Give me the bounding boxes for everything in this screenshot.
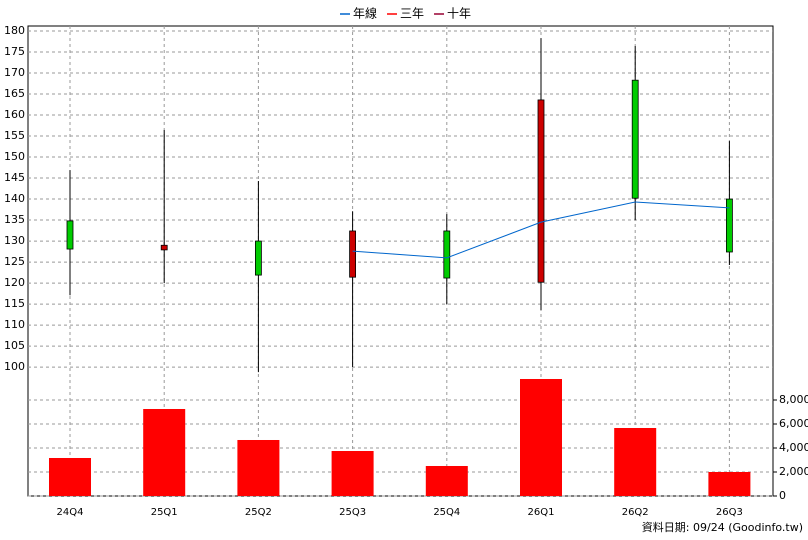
volume-tick-label: 8,000 xyxy=(779,393,808,406)
y-tick-label: 165 xyxy=(4,87,25,100)
footer: 資料日期: 09/24 (Goodinfo.tw) xyxy=(642,520,803,534)
x-tick-label: 26Q1 xyxy=(528,507,555,518)
legend-label: 年線 xyxy=(353,6,377,21)
x-tick-label: 26Q2 xyxy=(622,507,649,518)
volume-bar xyxy=(237,439,280,496)
line-series xyxy=(352,201,730,259)
x-tick-label: 24Q4 xyxy=(57,507,84,518)
volume-bar xyxy=(49,457,91,496)
y-tick-label: 145 xyxy=(4,171,25,184)
y-tick-label: 160 xyxy=(4,108,25,121)
x-tick-label: 25Q4 xyxy=(433,507,460,518)
y-tick-label: 105 xyxy=(4,339,25,352)
y-tick-label: 180 xyxy=(4,24,25,37)
volume-bar xyxy=(425,465,468,496)
volume-bar xyxy=(143,408,186,496)
x-tick-label: 25Q2 xyxy=(245,507,272,518)
y-tick-label: 155 xyxy=(4,129,25,142)
legend-label: 三年 xyxy=(400,7,424,21)
y-tick-label: 140 xyxy=(4,192,25,205)
volume-tick-label: 2,000 xyxy=(779,465,808,478)
y-tick-label: 135 xyxy=(4,213,25,226)
volume-bar xyxy=(614,427,657,496)
candle-body xyxy=(349,230,357,278)
candle-body xyxy=(537,99,545,283)
volume-tick-label: 0 xyxy=(779,489,786,502)
plot-frame xyxy=(27,25,774,497)
candle-body xyxy=(726,198,733,253)
x-tick-label: 25Q1 xyxy=(151,507,178,518)
candle-body xyxy=(160,244,168,251)
volume-tick-label: 4,000 xyxy=(779,441,808,454)
x-tick-label: 25Q3 xyxy=(339,507,366,518)
volume-bar xyxy=(331,450,374,496)
candle-body xyxy=(631,79,639,199)
candle-body xyxy=(66,220,74,250)
y-tick-label: 110 xyxy=(4,318,25,331)
y-tick-label: 130 xyxy=(4,234,25,247)
y-tick-label: 125 xyxy=(4,255,25,268)
y-tick-label: 175 xyxy=(4,45,25,58)
volume-bar xyxy=(520,378,562,496)
y-tick-label: 100 xyxy=(4,360,25,373)
legend-label: 十年 xyxy=(447,7,471,21)
y-tick-label: 115 xyxy=(4,297,25,310)
y-tick-label: 150 xyxy=(4,150,25,163)
y-tick-label: 120 xyxy=(4,276,25,289)
volume-bar xyxy=(708,471,751,496)
y-tick-label: 170 xyxy=(4,66,25,79)
candle-body xyxy=(443,230,451,279)
x-tick-label: 26Q3 xyxy=(716,507,743,518)
candle-body xyxy=(254,240,262,276)
volume-tick-label: 6,000 xyxy=(779,417,808,430)
